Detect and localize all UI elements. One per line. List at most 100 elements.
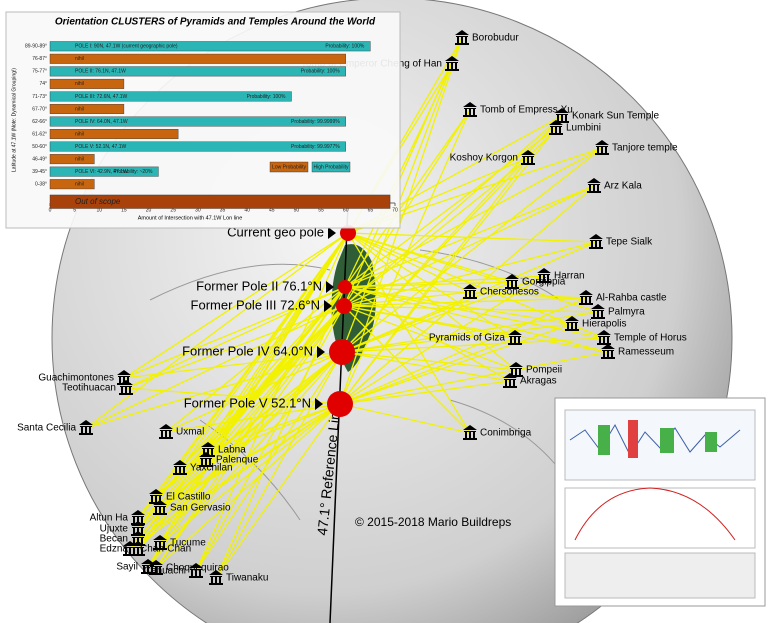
site-label: Santa Cecilia	[17, 423, 76, 434]
connection-line	[215, 351, 343, 579]
bar-label: nihil	[75, 156, 84, 162]
connection-line	[339, 351, 609, 405]
pole-marker	[336, 298, 352, 314]
connection-line	[347, 232, 605, 339]
temple-icon	[565, 316, 579, 331]
connection-line	[344, 286, 605, 339]
connection-line	[155, 305, 345, 569]
x-tick-label: 35	[220, 207, 226, 213]
bar	[49, 166, 159, 177]
temple-icon	[131, 521, 145, 536]
temple-icon	[509, 362, 523, 377]
pole-pointer	[324, 300, 332, 312]
temple-icon	[549, 120, 563, 135]
legend-swatch	[311, 161, 351, 173]
y-tick-label: 89-90-89°	[25, 44, 47, 50]
y-tick-label: 61-62°	[32, 131, 47, 137]
temple-icon	[173, 460, 187, 475]
connection-line	[339, 37, 463, 405]
temple-icon	[463, 102, 477, 117]
x-tick-label: 55	[318, 207, 324, 213]
connection-line	[341, 147, 603, 353]
site-label: Borobudur	[472, 33, 519, 44]
bar	[49, 141, 346, 152]
temple-icon	[589, 234, 603, 249]
connection-line	[343, 305, 471, 434]
temple-icon	[153, 500, 167, 515]
bar	[49, 129, 179, 140]
temple-icon	[595, 140, 609, 155]
site-label: Tepe Sialk	[606, 237, 653, 248]
pole-marker	[329, 339, 355, 365]
probability-label: Probability: 100%	[301, 69, 340, 75]
connection-line	[123, 286, 346, 379]
bar-label: POLE III: 72.6N, 47.1W	[75, 94, 128, 100]
temple-icon	[123, 541, 137, 556]
connection-line	[341, 351, 517, 371]
connection-line	[343, 305, 609, 353]
connection-line	[344, 281, 513, 288]
connection-line	[179, 286, 346, 469]
legend-label: Low Probability	[272, 164, 306, 170]
x-tick-label: 0	[49, 207, 52, 213]
site-label: Pompeii	[526, 365, 562, 376]
y-tick-label: 62-66°	[32, 119, 47, 125]
bar-label: POLE II: 76.1N, 47.1W	[75, 69, 126, 75]
bar-label: nihil	[75, 182, 84, 188]
copyright: © 2015-2018 Mario Buildreps	[355, 515, 511, 529]
connection-line	[347, 232, 516, 339]
connection-line	[347, 232, 471, 293]
temple-icon	[455, 30, 469, 45]
x-tick-label: 5	[73, 207, 76, 213]
connection-line	[137, 305, 345, 540]
x-tick-label: 65	[368, 207, 374, 213]
bar-label: nihil	[75, 131, 84, 137]
bar-label: POLE I: 90N, 47.1W (current geographic p…	[75, 44, 178, 50]
temple-icon	[79, 420, 93, 435]
connection-line	[339, 297, 587, 405]
legend-swatch	[269, 161, 309, 173]
connection-line	[339, 380, 511, 405]
x-tick-label: 60	[343, 207, 349, 213]
site-label: Uxmal	[176, 427, 204, 438]
connection-line	[339, 403, 471, 434]
site-label: Conimbriga	[480, 428, 532, 439]
connection-line	[85, 232, 349, 429]
connection-line	[129, 403, 341, 550]
connection-line	[123, 232, 349, 379]
site-label: Pyramids of Giza	[429, 333, 506, 344]
site-label: Al-Rahba castle	[596, 293, 667, 304]
temple-icon	[149, 489, 163, 504]
connection-line	[137, 232, 349, 519]
bar-label: Out of scope	[75, 197, 121, 206]
inset-chart: Orientation CLUSTERS of Pyramids and Tem…	[5, 11, 401, 229]
connection-line	[344, 109, 471, 288]
temple-icon	[119, 380, 133, 395]
connection-line	[129, 351, 343, 550]
bar-label: nihil	[75, 106, 84, 112]
connection-line	[339, 157, 529, 405]
y-tick-label: 75-77°	[32, 69, 47, 75]
site-label: Altun Ha	[90, 513, 129, 524]
connection-line	[147, 286, 346, 568]
connection-line	[125, 305, 345, 389]
bar-label: POLE VI: 42.9N, 47.1W	[75, 169, 128, 175]
bar	[49, 53, 346, 64]
connection-line	[195, 351, 343, 572]
connection-line	[344, 286, 511, 382]
connection-line	[343, 305, 517, 371]
temple-icon	[159, 424, 173, 439]
site-label: Ujuxte	[100, 524, 129, 535]
temple-icon	[189, 563, 203, 578]
x-tick-label: 10	[97, 207, 103, 213]
y-tick-label: 39-45°	[32, 169, 47, 175]
temple-icon	[199, 452, 213, 467]
connection-line	[147, 232, 349, 568]
connection-line	[155, 286, 346, 569]
bar	[49, 78, 125, 89]
temple-icon	[445, 56, 459, 71]
site-label: Tomb of Empress Xu	[480, 105, 573, 116]
site-label: Chersonesos	[480, 287, 539, 298]
connection-line	[347, 232, 517, 371]
